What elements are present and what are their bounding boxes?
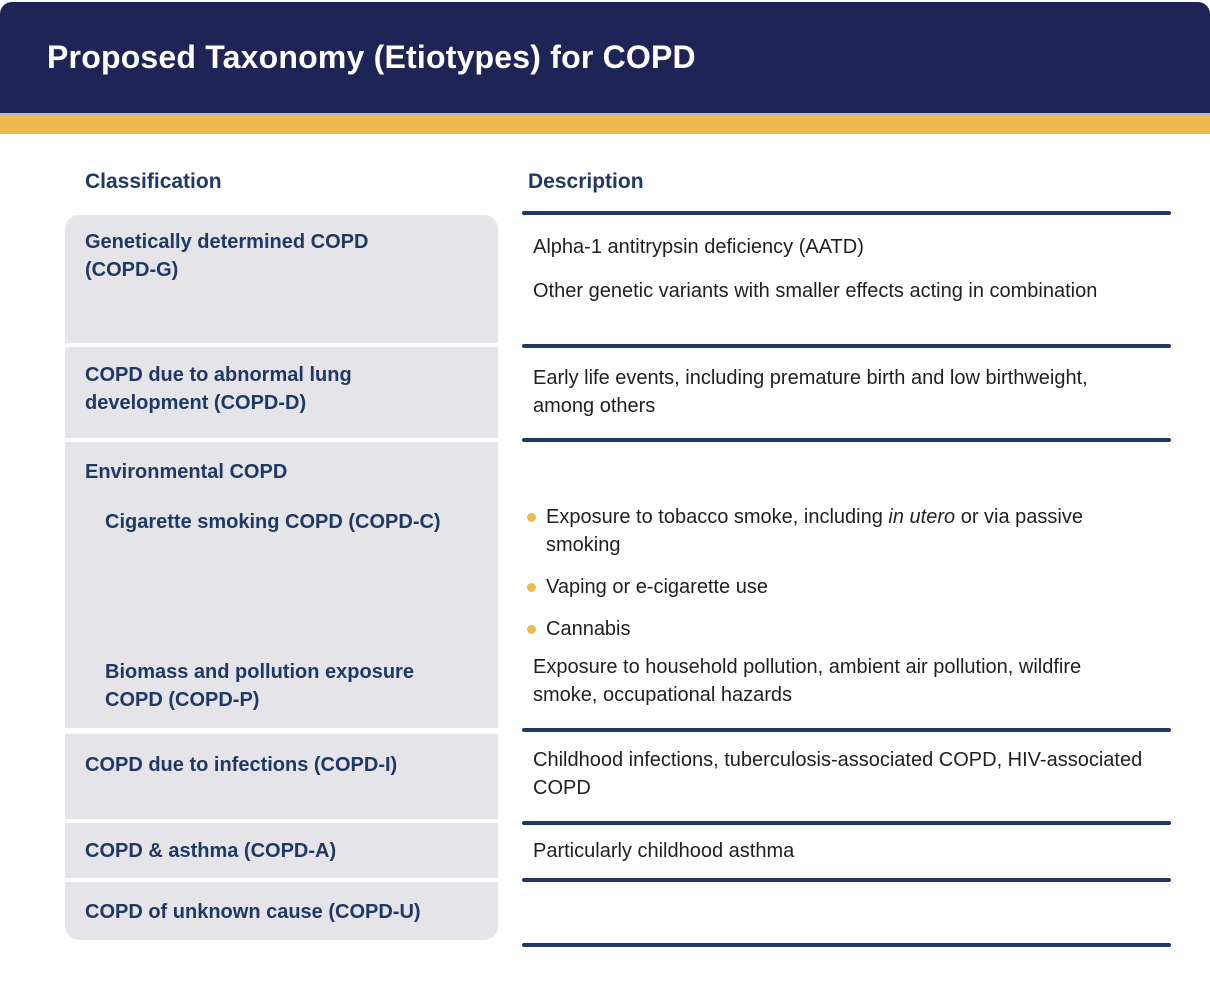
bullet-text-post: or via passive smoking	[546, 506, 1083, 556]
description-genetic-line2: Other genetic variants with smaller effe…	[533, 280, 1098, 302]
classification-label: COPD & asthma (COPD-A)	[85, 840, 337, 862]
column-header-description: Description	[528, 170, 644, 193]
row-divider	[522, 728, 1171, 732]
bullet-dot-icon	[527, 513, 536, 522]
bullet-text: Vaping or e-cigarette use	[546, 576, 768, 598]
classification-block-unknown: COPD of unknown cause (COPD-U)	[65, 882, 498, 940]
description-genetic-line1: Alpha-1 antitrypsin deficiency (AATD)	[533, 236, 864, 258]
classification-label: Genetically determined COPD (COPD-G)	[85, 231, 369, 281]
row-divider	[522, 821, 1171, 825]
classification-label: Environmental COPD	[85, 461, 288, 483]
classification-sublabel-biomass: Biomass and pollution exposure COPD (COP…	[105, 661, 414, 711]
row-divider	[522, 438, 1171, 442]
gold-accent-bar	[0, 116, 1210, 134]
description-biomass: Exposure to household pollution, ambient…	[533, 656, 1082, 706]
bullet-text: Exposure to tobacco smoke, including in …	[546, 503, 1106, 559]
cigarette-bullet-list: Exposure to tobacco smoke, including in …	[527, 503, 1157, 643]
row-divider	[522, 211, 1171, 215]
page-title: Proposed Taxonomy (Etiotypes) for COPD	[47, 39, 696, 75]
description-infections: Childhood infections, tuberculosis-assoc…	[533, 749, 1143, 799]
list-item: Vaping or e-cigarette use	[527, 573, 1157, 601]
column-header-classification: Classification	[85, 170, 222, 193]
row-divider	[522, 878, 1171, 882]
row-divider	[522, 344, 1171, 348]
bullet-dot-icon	[527, 583, 536, 592]
bullet-text: Cannabis	[546, 618, 631, 640]
classification-label: COPD of unknown cause (COPD-U)	[85, 901, 421, 923]
bullet-dot-icon	[527, 625, 536, 634]
classification-block-genetic: Genetically determined COPD (COPD-G)	[65, 215, 498, 343]
classification-label: COPD due to infections (COPD-I)	[85, 754, 398, 776]
row-divider	[522, 943, 1171, 947]
list-item: Cannabis	[527, 615, 1157, 643]
classification-block-asthma: COPD & asthma (COPD-A)	[65, 823, 498, 878]
list-item: Exposure to tobacco smoke, including in …	[527, 503, 1157, 559]
classification-block-development: COPD due to abnormal lung development (C…	[65, 347, 498, 438]
bullet-text-italic: in utero	[888, 506, 956, 528]
classification-label: COPD due to abnormal lung development (C…	[85, 364, 352, 414]
description-asthma: Particularly childhood asthma	[533, 840, 795, 862]
classification-block-environmental: Environmental COPD Cigarette smoking COP…	[65, 442, 498, 728]
bullet-text-pre: Exposure to tobacco smoke, including	[546, 506, 889, 528]
description-development: Early life events, including premature b…	[533, 367, 1088, 417]
header-divider	[0, 113, 1210, 116]
header-band: Proposed Taxonomy (Etiotypes) for COPD	[0, 2, 1210, 113]
classification-block-infections: COPD due to infections (COPD-I)	[65, 734, 498, 819]
classification-sublabel-cigarette: Cigarette smoking COPD (COPD-C)	[105, 511, 441, 533]
